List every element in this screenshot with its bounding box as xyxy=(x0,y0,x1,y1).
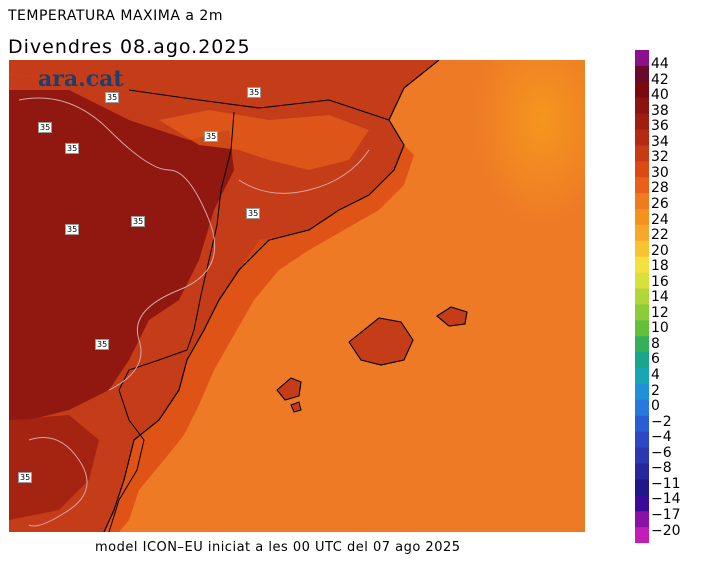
colorbar-tick-label: −14 xyxy=(651,491,681,508)
coastal-strip xyxy=(104,145,414,532)
colorbar-swatch xyxy=(635,113,649,131)
contour-label: 35 xyxy=(246,208,261,219)
colorbar-tick-label: −4 xyxy=(651,429,672,446)
colorbar-tick-label: 14 xyxy=(651,289,669,306)
colorbar-swatch xyxy=(635,479,649,496)
colorbar-swatch xyxy=(635,272,649,290)
colorbar-swatch xyxy=(635,463,649,480)
contour-label: 35 xyxy=(131,216,146,227)
colorbar-tick-label: −17 xyxy=(651,506,681,523)
warm-sea-area xyxy=(389,60,585,360)
colorbar-tick-label: −6 xyxy=(651,444,672,461)
colorbar-swatch xyxy=(635,527,649,543)
contour-label: 35 xyxy=(65,224,80,235)
colorbar-swatch xyxy=(635,81,649,99)
colorbar-tick-label: 30 xyxy=(651,164,669,181)
contour-label: 35 xyxy=(105,92,120,103)
colorbar-swatch xyxy=(635,511,649,528)
colorbar-swatch xyxy=(635,177,649,194)
island-menorca xyxy=(436,306,468,327)
contour-35-a xyxy=(18,97,216,391)
colorbar-swatch xyxy=(635,145,649,162)
contour-label: 35 xyxy=(247,87,262,98)
temperature-map xyxy=(9,60,585,532)
colorbar-swatch xyxy=(635,65,649,83)
colorbar-tick-label: 16 xyxy=(651,273,669,290)
map-date: Divendres 08.ago.2025 xyxy=(8,36,251,58)
colorbar-swatch xyxy=(635,161,649,178)
colorbar-tick-label: 0 xyxy=(651,398,660,415)
colorbar-swatch xyxy=(635,415,649,433)
border-france-spain xyxy=(128,89,390,121)
coastline xyxy=(103,60,440,532)
colorbar-swatch xyxy=(635,368,649,385)
border-catalonia xyxy=(186,111,235,351)
colorbar-tick-label: 42 xyxy=(651,71,669,88)
colorbar-tick-label: 44 xyxy=(651,56,669,72)
colorbar-tick-label: 26 xyxy=(651,195,669,212)
south-hot-zone xyxy=(9,415,99,520)
contour-35-c xyxy=(28,437,88,527)
colorbar-tick-label: 10 xyxy=(651,320,669,337)
colorbar-tick-label: 40 xyxy=(651,87,669,104)
colorbar-swatch xyxy=(635,431,649,449)
colorbar-swatch xyxy=(635,320,649,337)
colorbar-swatch xyxy=(635,256,649,274)
colorbar-swatch xyxy=(635,129,649,146)
colorbar-tick-label: −2 xyxy=(651,413,672,430)
colorbar-tick-label: 4 xyxy=(651,367,660,383)
colorbar-tick-label: 38 xyxy=(651,102,669,119)
france-land xyxy=(9,60,439,120)
colorbar-swatch xyxy=(635,240,649,258)
colorbar-tick-label: 6 xyxy=(651,351,660,368)
colorbar-swatch xyxy=(635,97,649,115)
colorbar-swatch xyxy=(635,50,649,67)
contour-label: 35 xyxy=(204,131,219,142)
colorbar-swatch xyxy=(635,193,649,210)
colorbar-tick-label: 2 xyxy=(651,382,660,399)
colorbar-tick-label: 34 xyxy=(651,133,669,150)
colorbar-tick-label: −20 xyxy=(651,522,681,539)
colorbar-tick-label: 24 xyxy=(651,211,669,228)
colorbar-swatch xyxy=(635,352,649,369)
border-valencia xyxy=(108,349,188,532)
colorbar-swatch xyxy=(635,399,649,417)
colorbar-tick-label: 32 xyxy=(651,149,669,166)
colorbar-swatch xyxy=(635,209,649,226)
island-ibiza xyxy=(276,377,302,401)
colorbar-swatch xyxy=(635,383,649,401)
colorbar-tick-label: 22 xyxy=(651,227,669,244)
colorbar-swatch xyxy=(635,304,649,321)
contour-35-b xyxy=(238,149,370,194)
model-footer: model ICON–EU iniciat a les 00 UTC del 0… xyxy=(95,540,461,555)
contour-label: 35 xyxy=(95,339,110,350)
colorbar-swatch xyxy=(635,224,649,242)
colorbar-swatch xyxy=(635,495,649,512)
brand-logo: ara.cat xyxy=(38,66,124,92)
colorbar-tick-label: 8 xyxy=(651,335,660,352)
island-mallorca xyxy=(348,317,414,366)
island-formentera xyxy=(290,401,302,413)
contour-label: 35 xyxy=(18,472,33,483)
colorbar-tick-label: 20 xyxy=(651,242,669,259)
colorbar-tick-label: 28 xyxy=(651,180,669,197)
colorbar-swatch xyxy=(635,447,649,464)
colorbar-tick-label: −8 xyxy=(651,460,672,477)
colorbar xyxy=(635,50,649,543)
colorbar-tick-label: 18 xyxy=(651,258,669,275)
pyrenees-peaks xyxy=(159,110,369,170)
contour-label: 35 xyxy=(65,143,80,154)
colorbar-tick-label: −11 xyxy=(651,475,681,492)
map-title: TEMPERATURA MAXIMA a 2m xyxy=(8,8,223,24)
colorbar-tick-label: 36 xyxy=(651,118,669,135)
contour-label: 35 xyxy=(38,122,53,133)
colorbar-swatch xyxy=(635,288,649,305)
colorbar-tick-label: 12 xyxy=(651,304,669,321)
colorbar-swatch xyxy=(635,336,649,353)
